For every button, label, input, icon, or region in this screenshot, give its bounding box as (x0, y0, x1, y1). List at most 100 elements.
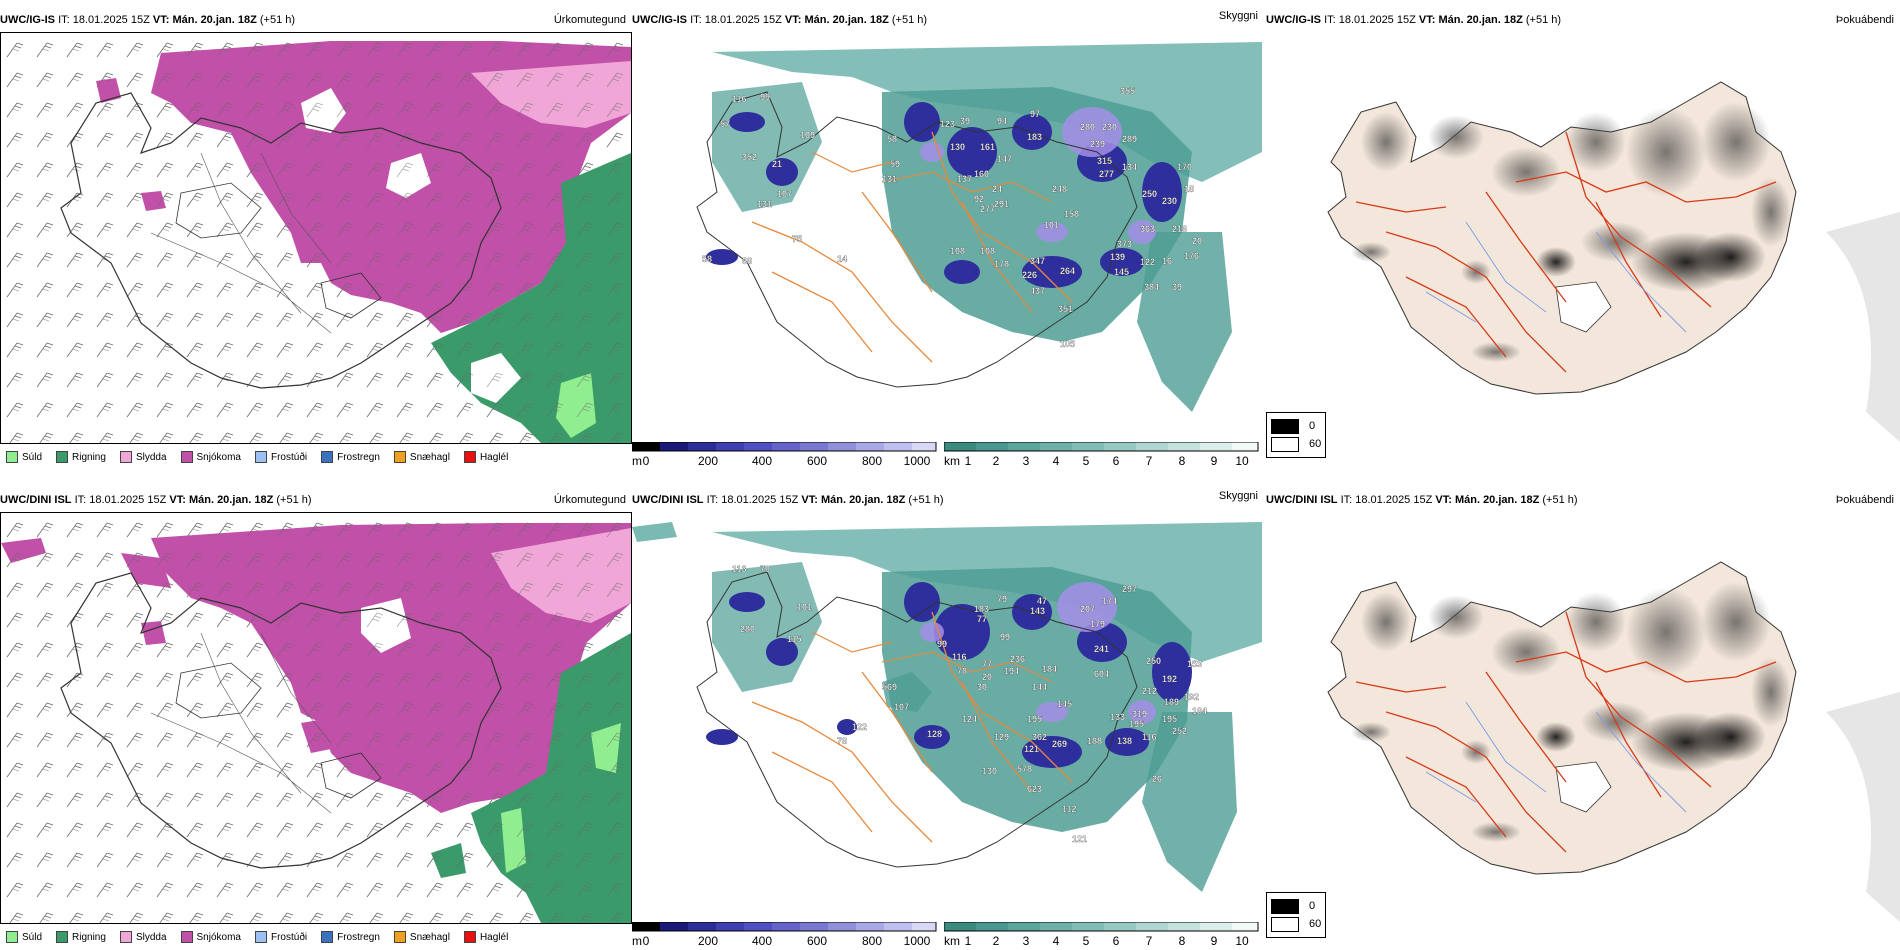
cloud-label: 107 (894, 702, 909, 712)
precip-map-svg (1, 513, 631, 923)
model-name: UWC/IG-IS (632, 14, 687, 26)
colorbar-unit: km (944, 934, 960, 948)
vt-value: Mán. 20.jan. 18Z (820, 494, 906, 506)
cloud-label: 194 (1004, 666, 1019, 676)
cloud-label: 212 (1142, 686, 1157, 696)
panel-header: UWC/DINI ISL IT: 18.01.2025 15Z VT: Mán.… (0, 490, 632, 510)
cloud-label: 79 (997, 594, 1007, 604)
cloud-label: 94 (997, 116, 1007, 126)
fog-legend-row: 60 (1271, 435, 1321, 453)
cloud-label: 183 (974, 604, 989, 614)
cloud-label: 363 (1140, 224, 1155, 234)
panel-cloud-row1: UWC/IG-IS IT: 18.01.2025 15Z VT: Mán. 20… (632, 10, 1264, 470)
cloud-label: 121 (1072, 834, 1087, 844)
cloud-label: 351 (1058, 304, 1073, 314)
vt-value: Mán. 20.jan. 18Z (1438, 14, 1523, 26)
cloud-label: 239 (1090, 139, 1105, 149)
tick: 400 (751, 454, 773, 468)
cloud-label: 437 (1030, 286, 1045, 296)
cloud-label: 122 (852, 722, 867, 732)
model-name: UWC/DINI ISL (0, 494, 72, 506)
tick: 10 (1235, 454, 1249, 468)
cloud-label: 315 (1097, 156, 1112, 166)
cloud-label: 604 (1094, 669, 1109, 679)
legend-item: Haglél (463, 931, 508, 943)
panel-header: UWC/IG-IS IT: 18.01.2025 15Z VT: Mán. 20… (0, 10, 632, 30)
cloud-label: 58 (702, 254, 712, 264)
panel-cloud-row2: UWC/DINI ISL IT: 18.01.2025 15Z VT: Mán.… (632, 490, 1264, 950)
cloud-label: 113 (732, 564, 747, 574)
legend-item: Frostúði (254, 451, 307, 463)
cloud-label: 195 (1129, 719, 1144, 729)
cloud-label: 153 (1187, 659, 1202, 669)
cloud-label: 230 (1102, 122, 1117, 132)
cloud-map: 113 70 101 280 183 77 79 143 47 297 207 … (632, 512, 1264, 922)
cloud-label: 179 (1090, 619, 1105, 629)
cloud-map: 116 99 109 352 21 107 131 75 58 14 108 5… (632, 32, 1264, 442)
cloud-label: 138 (1117, 736, 1132, 746)
panel-title: Þokuábendi (1835, 494, 1894, 506)
cloud-label: 216 (1172, 224, 1187, 234)
tick: 5 (1082, 454, 1090, 468)
model-name: UWC/IG-IS (0, 14, 55, 26)
cloud-label: 160 (974, 169, 989, 179)
legend-item: Snjókoma (180, 931, 241, 943)
panel-header: UWC/DINI ISL IT: 18.01.2025 15Z VT: Mán.… (632, 490, 1264, 510)
cloud-label: 18 (1184, 184, 1194, 194)
tick: 200 (697, 934, 719, 948)
cloud-label: 78 (837, 736, 847, 746)
vt-label: VT: (1435, 494, 1452, 506)
vt-label: VT: (169, 494, 186, 506)
cloud-label: 116 (732, 94, 747, 104)
cloud-label: 578 (1017, 764, 1032, 774)
cloud-label: 47 (1037, 596, 1047, 606)
cloud-label: 121 (1024, 744, 1039, 754)
cloud-label: 137 (957, 174, 972, 184)
cloud-label: 112 (1062, 804, 1077, 814)
cloud-label: 115 (787, 634, 802, 644)
cloud-label: 183 (1027, 132, 1042, 142)
legend-item: Snjókoma (180, 451, 241, 463)
vt-label: VT: (152, 14, 170, 26)
cloud-label: 124 (962, 714, 977, 724)
cloud-label: 195 (1027, 714, 1042, 724)
cloud-label: 277 (1099, 169, 1114, 179)
vt-label: VT: (784, 14, 802, 26)
cloud-label: 21 (772, 159, 782, 169)
precip-map (0, 32, 632, 444)
cloud-labels: 113 70 101 280 183 77 79 143 47 297 207 … (732, 564, 1207, 844)
it-label: IT: (58, 14, 70, 26)
cloud-label: 134 (1122, 162, 1137, 172)
cloud-label: 78 (957, 666, 967, 676)
cloud-label: 362 (1032, 732, 1047, 742)
cloud-label: 289 (1122, 134, 1137, 144)
cloud-label: 122 (1140, 257, 1155, 267)
cloud-label: 99 (937, 639, 947, 649)
cloud-label: 133 (1110, 712, 1125, 722)
cloud-label: 143 (1030, 606, 1045, 616)
colorbar-elevation: m 0 200 400 600 800 1000 (632, 922, 942, 948)
panel-title: Úrkomutegund (553, 494, 626, 506)
vt-value: Mán. 20.jan. 18Z (804, 14, 889, 26)
cloud-label: 161 (980, 142, 995, 152)
legend-item: Súld (6, 931, 42, 943)
cloud-label: 77 (982, 659, 992, 669)
cloud-label: 297 (1122, 584, 1137, 594)
it-value: 18.01.2025 15Z (72, 14, 150, 26)
cloud-labels: 116 99 109 352 21 107 131 75 58 14 108 5… (702, 86, 1202, 349)
cloud-label: 24 (992, 184, 1002, 194)
fog-legend-value: 60 (1309, 918, 1322, 930)
tick: 2 (992, 454, 1000, 468)
tick: 600 (806, 454, 828, 468)
cloud-label: 623 (1027, 784, 1042, 794)
fog-legend-value: 0 (1309, 420, 1316, 432)
colorbar-unit: m (632, 454, 642, 468)
panel-precip-row2: UWC/DINI ISL IT: 18.01.2025 15Z VT: Mán.… (0, 490, 632, 950)
cloud-label: 250 (1146, 656, 1161, 666)
tick: 1000 (903, 454, 931, 468)
tick: 2 (992, 934, 1000, 948)
fog-map (1266, 512, 1900, 922)
cloud-label: 236 (1010, 654, 1025, 664)
cloud-label: 99 (1000, 632, 1010, 642)
panel-title: Skyggni (1218, 10, 1258, 22)
